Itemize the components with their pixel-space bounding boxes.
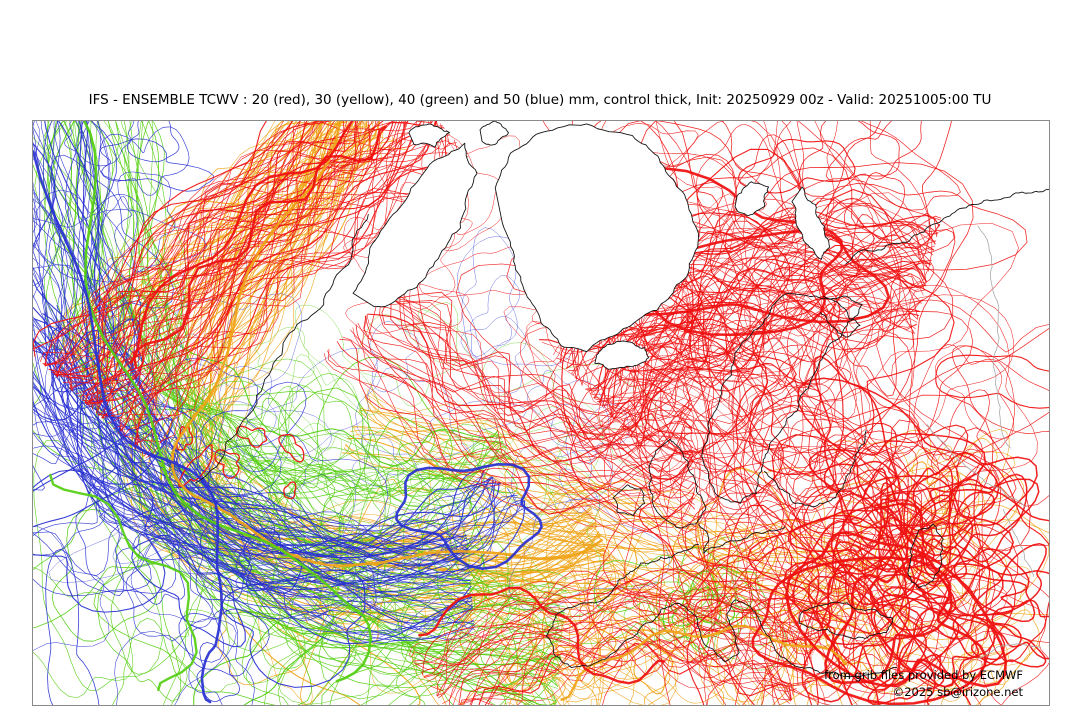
page-title: IFS - ENSEMBLE TCWV : 20 (red), 30 (yell…: [88, 92, 992, 108]
map-panel: from grib files provided by ECMWF ©2025 …: [32, 120, 1050, 706]
attribution: from grib files provided by ECMWF ©2025 …: [824, 667, 1023, 701]
ensemble-spaghetti-map-canvas: [33, 121, 1049, 705]
attribution-copyright-line: ©2025 sb@irizone.net: [892, 685, 1023, 699]
attribution-source-line: from grib files provided by ECMWF: [824, 668, 1023, 682]
